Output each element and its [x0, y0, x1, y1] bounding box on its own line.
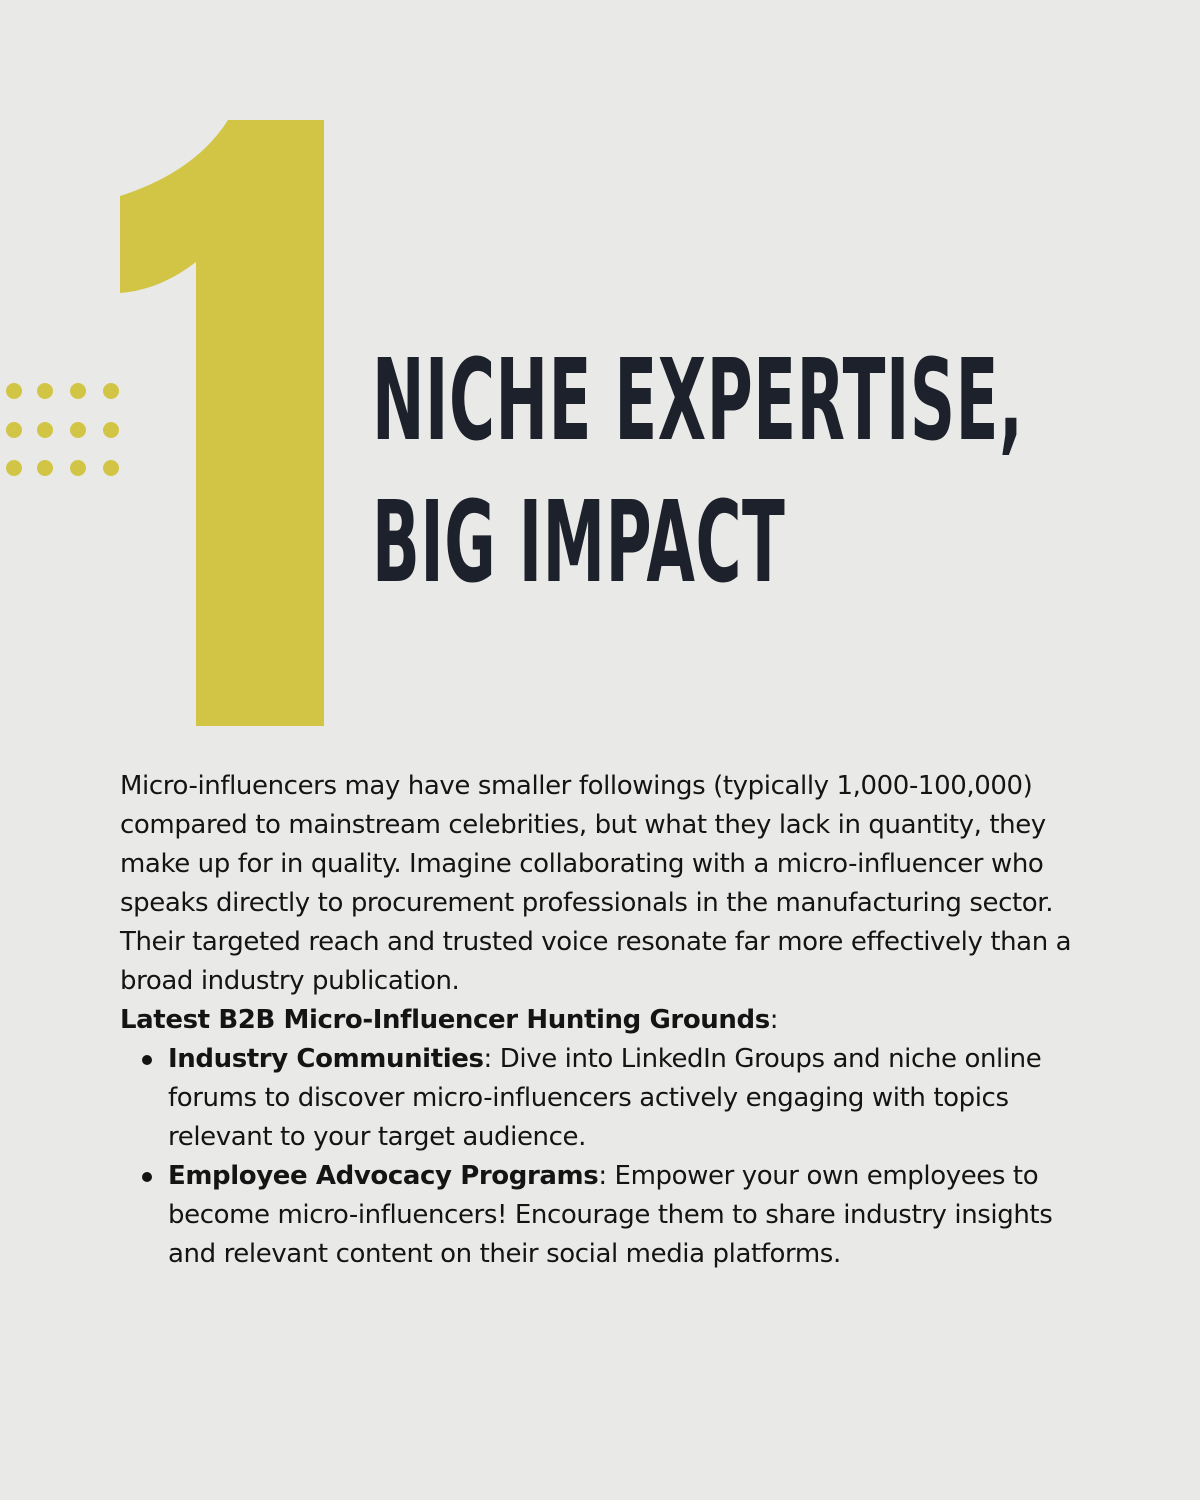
- number-one-shape: [120, 120, 324, 726]
- headline-line-1: NICHE EXPERTISE,: [372, 336, 1024, 466]
- dot: [37, 422, 53, 438]
- dot: [103, 422, 119, 438]
- intro-paragraph: Micro-influencers may have smaller follo…: [120, 771, 1072, 996]
- bullet-icon: [142, 1055, 152, 1065]
- dot: [6, 460, 22, 476]
- dot: [37, 383, 53, 399]
- dot: [37, 460, 53, 476]
- dot: [70, 422, 86, 438]
- body-content: Micro-influencers may have smaller follo…: [120, 767, 1090, 1274]
- hunting-grounds-subhead: Latest B2B Micro-Influencer Hunting Grou…: [120, 1001, 1090, 1040]
- list-item: Employee Advocacy Programs: Empower your…: [120, 1157, 1090, 1274]
- dot: [6, 422, 22, 438]
- headline: NICHE EXPERTISE, BIG IMPACT: [372, 330, 1023, 614]
- list-item-title: Industry Communities: [168, 1044, 484, 1074]
- hunting-grounds-list: Industry Communities: Dive into LinkedIn…: [120, 1040, 1090, 1274]
- headline-line-2: BIG IMPACT: [372, 478, 786, 608]
- dot: [103, 460, 119, 476]
- dot: [6, 383, 22, 399]
- subhead-suffix: :: [769, 1005, 779, 1035]
- list-item-text: : Dive into LinkedIn Groups and niche on…: [168, 1044, 1042, 1152]
- list-item: Industry Communities: Dive into LinkedIn…: [120, 1040, 1090, 1157]
- dot: [70, 460, 86, 476]
- list-item-title: Employee Advocacy Programs: [168, 1161, 599, 1191]
- dot: [103, 383, 119, 399]
- subhead-bold: Latest B2B Micro-Influencer Hunting Grou…: [120, 1005, 770, 1035]
- bullet-icon: [142, 1172, 152, 1182]
- dot: [70, 383, 86, 399]
- list-item-text: : Empower your own employees to become m…: [168, 1161, 1053, 1269]
